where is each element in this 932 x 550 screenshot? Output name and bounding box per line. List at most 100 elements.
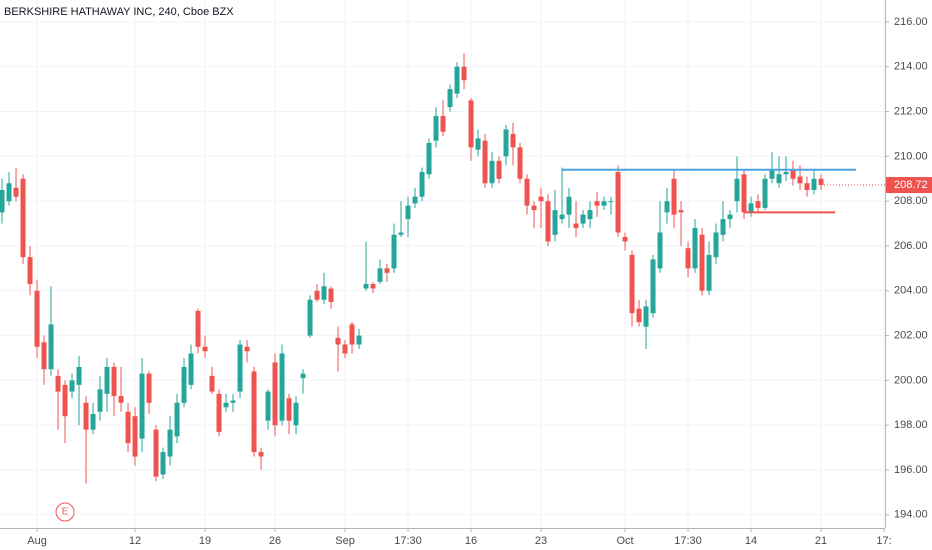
candle-body: [377, 268, 383, 282]
candle-body: [272, 362, 278, 426]
candle-body: [188, 353, 194, 385]
candle-body: [258, 452, 264, 457]
candle-body: [741, 174, 747, 213]
x-tick-label: 21: [815, 535, 827, 547]
candle-body: [727, 214, 733, 220]
candle-body: [664, 201, 670, 213]
y-tick-label: 216.00: [894, 16, 928, 28]
candle-body: [545, 201, 551, 242]
x-tick-label: 12: [129, 535, 141, 547]
x-tick-label: 26: [269, 535, 281, 547]
event-label: E: [62, 507, 69, 518]
candle-body: [146, 373, 152, 403]
axis-labels: 194.00 196.00 198.00 200.00 202.00 204.00 206.…: [27, 16, 932, 547]
chart-title: BERKSHIRE HATHAWAY INC, 240, Cboe BZX: [4, 6, 234, 18]
candle-body: [811, 178, 817, 190]
candle-body: [209, 375, 215, 392]
candle-body: [307, 299, 313, 336]
candle-body: [342, 344, 348, 354]
candle-body: [118, 396, 124, 403]
y-tick-label: 194.00: [894, 509, 928, 521]
candle-body: [748, 203, 754, 213]
candle-body: [524, 178, 530, 206]
candle-body: [608, 201, 614, 203]
y-tick-label: 208.00: [894, 195, 928, 207]
candle-body: [62, 384, 68, 417]
candle-body: [48, 324, 54, 370]
candle-body: [783, 172, 789, 175]
candle-body: [482, 140, 488, 184]
candle-body: [804, 183, 810, 190]
y-tick-label: 210.00: [894, 150, 928, 162]
candle-body: [692, 228, 698, 269]
y-tick-label: 204.00: [894, 285, 928, 297]
candle-body: [55, 375, 61, 392]
candle-body: [314, 290, 320, 300]
candle-body: [405, 205, 411, 220]
y-tick-label: 206.00: [894, 240, 928, 252]
candle-body: [776, 174, 782, 184]
candle-body: [706, 254, 712, 291]
candle-body: [111, 366, 117, 397]
candle-body: [251, 371, 257, 453]
candle-body: [279, 353, 285, 421]
candle-body: [202, 346, 208, 352]
candle-body: [412, 196, 418, 204]
candle-body: [566, 196, 572, 215]
candle-body: [153, 429, 159, 477]
candle-body: [573, 223, 579, 229]
y-tick-label: 200.00: [894, 374, 928, 386]
candle-body: [13, 187, 19, 197]
y-tick-label: 212.00: [894, 105, 928, 117]
candle-body: [503, 129, 509, 157]
last-price-badge: [886, 177, 932, 194]
candle-body: [237, 344, 243, 392]
marks: E: [0, 53, 857, 522]
candle-body: [671, 178, 677, 215]
candle-body: [69, 380, 75, 392]
candle-body: [517, 147, 523, 179]
candle-body: [370, 284, 376, 289]
candle-body: [531, 205, 537, 211]
candle-body: [650, 259, 656, 314]
candle-body: [6, 183, 12, 202]
candle-body: [230, 400, 236, 403]
candle-body: [223, 402, 229, 408]
candle-body: [426, 142, 432, 175]
candle-body: [335, 337, 341, 345]
candle-body: [622, 237, 628, 242]
candle-body: [419, 172, 425, 197]
candle-body: [461, 66, 467, 81]
candle-body: [139, 373, 145, 439]
candle-body: [76, 366, 82, 385]
candle-body: [356, 335, 362, 345]
candle-body: [90, 413, 96, 430]
x-tick-label: 16: [465, 535, 477, 547]
candle-body: [97, 389, 103, 412]
candle-body: [174, 402, 180, 437]
candle-body: [734, 178, 740, 202]
candle-body: [328, 288, 334, 302]
candle-body: [363, 284, 369, 289]
candle-body: [20, 178, 26, 258]
y-tick-label: 198.00: [894, 419, 928, 431]
candle-body: [125, 411, 131, 444]
candle-body: [83, 402, 89, 430]
candle-body: [601, 201, 607, 206]
candle-body: [454, 66, 460, 94]
candle-body: [790, 169, 796, 179]
candle-body: [615, 172, 621, 233]
x-tick-label: 17:30: [674, 535, 702, 547]
candle-body: [713, 232, 719, 258]
candle-body: [594, 201, 600, 206]
candle-body: [321, 286, 327, 300]
candle-body: [797, 176, 803, 184]
candle-body: [160, 452, 166, 475]
candle-body: [699, 234, 705, 291]
y-tick-label: 214.00: [894, 61, 928, 73]
x-tick-label: 19: [199, 535, 211, 547]
candle-body: [300, 373, 306, 379]
x-tick-label: Oct: [616, 535, 633, 547]
